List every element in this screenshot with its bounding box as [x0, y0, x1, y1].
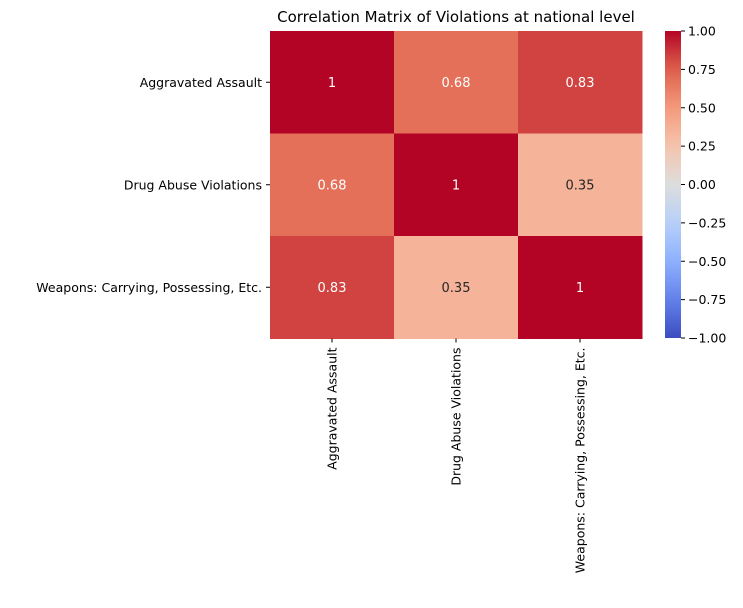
colorbar-tick-label: 0.00	[688, 177, 716, 192]
colorbar-tick-label: −0.50	[688, 254, 726, 269]
cell-value-label: 1	[328, 76, 336, 91]
heatmap-cell	[270, 133, 395, 237]
chart-title: Correlation Matrix of Violations at nati…	[277, 8, 635, 26]
cell-value-label: 0.68	[442, 76, 471, 91]
colorbar-tick-label: 0.25	[688, 139, 716, 154]
column-tick-label: Drug Abuse Violations	[449, 348, 464, 486]
colorbar-tick-label: 1.00	[688, 24, 716, 39]
cell-value-label: 0.83	[566, 76, 595, 91]
heatmap-cell	[394, 133, 519, 237]
row-tick-labels: Aggravated Assault Drug Abuse Violations W…	[36, 75, 270, 295]
cell-value-label: 1	[576, 281, 584, 296]
cell-value-label: 0.83	[318, 281, 347, 296]
heatmap-cell	[270, 236, 395, 339]
cell-value-label: 1	[452, 178, 460, 193]
column-tick-label: Aggravated Assault	[325, 347, 340, 469]
cell-value-label: 0.35	[566, 178, 595, 193]
heatmap-cell	[270, 31, 395, 134]
heatmap-cell	[394, 236, 519, 339]
heatmap-cell	[518, 236, 643, 339]
cell-value-label: 0.35	[442, 281, 471, 296]
heatmap-cell	[518, 133, 643, 237]
colorbar-tick-label: 0.75	[688, 62, 716, 77]
colorbar-tick-label: −1.00	[688, 331, 726, 346]
row-tick-label: Drug Abuse Violations	[124, 177, 262, 192]
colorbar-tick-label: −0.25	[688, 215, 726, 230]
colorbar: 1.00 0.75 0.50 0.25 0.00 −0.25 −0.50 −0.75 −1.00	[665, 24, 726, 346]
colorbar-tick-label: 0.50	[688, 100, 716, 115]
row-tick-label: Aggravated Assault	[140, 75, 262, 90]
colorbar-gradient	[665, 31, 681, 338]
column-tick-label: Weapons: Carrying, Possessing, Etc.	[573, 348, 588, 574]
cell-value-label: 0.68	[318, 178, 347, 193]
row-tick-label: Weapons: Carrying, Possessing, Etc.	[36, 280, 262, 295]
heatmap-cell	[394, 31, 519, 134]
heatmap-cell	[518, 31, 643, 134]
colorbar-tick-label: −0.75	[688, 292, 726, 307]
column-tick-labels: Aggravated Assault Drug Abuse Violations W…	[325, 338, 588, 574]
heatmap-cells: 1 0.68 0.83 0.68 1 0.35 0.83 0.35 1	[270, 31, 643, 339]
